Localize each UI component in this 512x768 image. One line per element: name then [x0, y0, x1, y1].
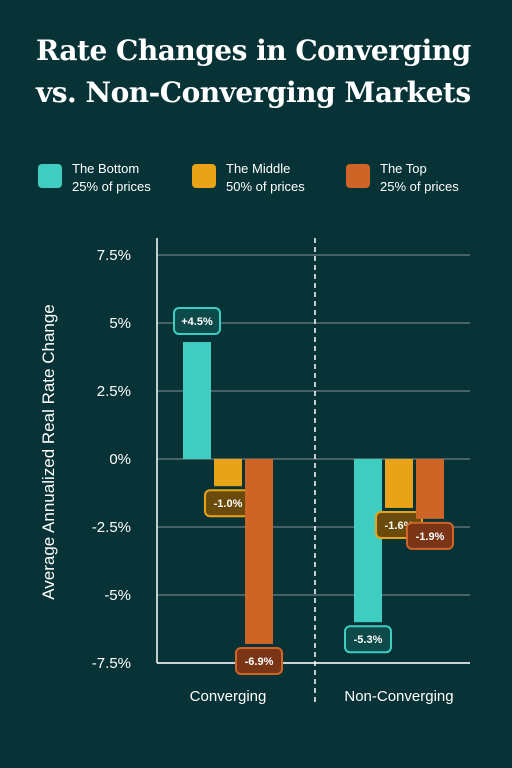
legend-label-top: The Top 25% of prices	[380, 160, 500, 196]
x-category-label: Non-Converging	[344, 688, 453, 705]
bar	[245, 459, 273, 644]
data-label-box	[406, 521, 454, 550]
legend-line2: 25% of prices	[380, 179, 459, 194]
data-label-box	[235, 646, 283, 675]
y-tick-label: 7.5%	[97, 247, 131, 264]
y-tick-label: 5%	[109, 315, 131, 332]
data-label-box	[173, 307, 221, 336]
data-label: -6.9%	[245, 656, 274, 668]
bar	[214, 459, 242, 487]
bar	[354, 459, 382, 623]
legend-line1: The Top	[380, 161, 427, 176]
y-tick-label: 0%	[109, 451, 131, 468]
legend-item-middle: The Middle 50% of prices	[192, 160, 346, 196]
y-tick-label: 2.5%	[97, 383, 131, 400]
data-label: +4.5%	[181, 316, 213, 328]
data-label-box	[344, 625, 392, 654]
legend-line2: 50% of prices	[226, 179, 305, 194]
legend-line2: 25% of prices	[72, 179, 151, 194]
legend-label-bottom: The Bottom 25% of prices	[72, 160, 192, 196]
legend-item-bottom: The Bottom 25% of prices	[38, 160, 192, 196]
legend-swatch-middle	[192, 164, 216, 188]
y-tick-label: -7.5%	[92, 655, 131, 672]
legend-label-middle: The Middle 50% of prices	[226, 160, 346, 196]
x-category-label: Converging	[190, 688, 267, 705]
legend-line1: The Bottom	[72, 161, 140, 176]
data-label: -5.3%	[354, 634, 383, 646]
bar	[183, 342, 211, 459]
legend-item-top: The Top 25% of prices	[346, 160, 500, 196]
legend-swatch-top	[346, 164, 370, 188]
legend-line1: The Middle	[226, 161, 291, 176]
data-label: -1.0%	[214, 498, 243, 510]
chart-title: Rate Changes in Converging vs. Non-Conve…	[36, 34, 471, 109]
y-tick-label: -5%	[104, 587, 131, 604]
data-label: -1.9%	[416, 531, 445, 543]
legend-swatch-bottom	[38, 164, 62, 188]
bar	[385, 459, 413, 508]
y-axis-title: Average Annualized Real Rate Change	[39, 304, 58, 600]
bar	[416, 459, 444, 519]
y-tick-label: -2.5%	[92, 519, 131, 536]
